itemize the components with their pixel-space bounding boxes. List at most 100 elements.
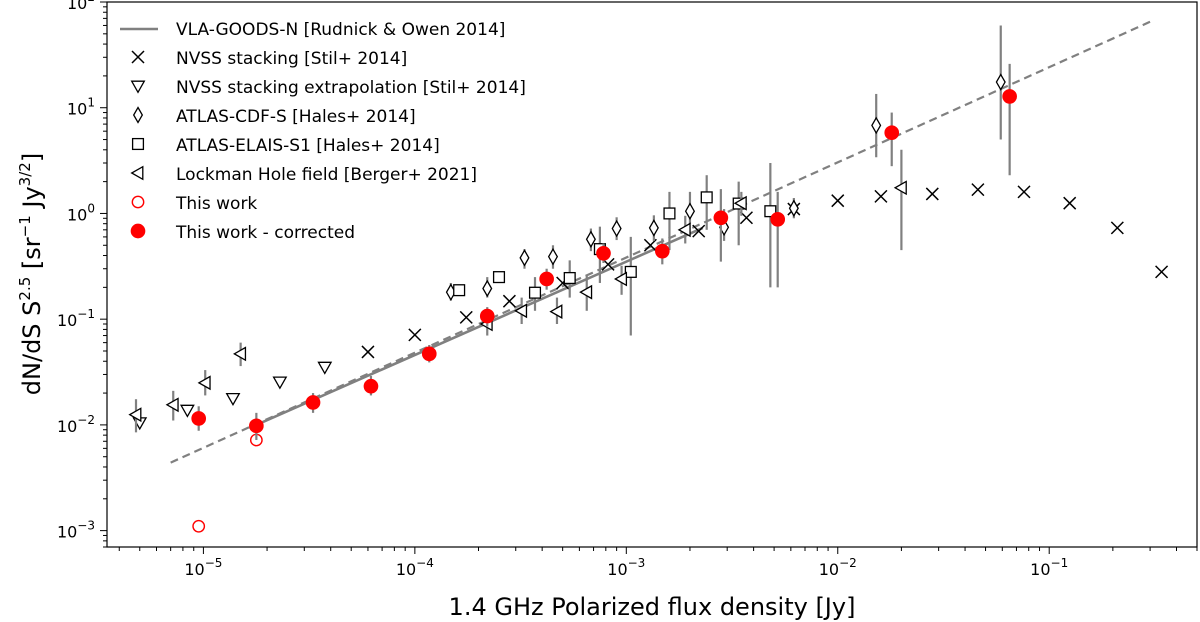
data-point	[874, 189, 888, 203]
data-point	[482, 279, 493, 298]
data-point	[305, 395, 321, 410]
data-point	[225, 392, 241, 407]
data-point	[363, 378, 379, 394]
data-point	[421, 346, 437, 362]
data-point	[1063, 196, 1077, 210]
legend-marker	[131, 50, 145, 64]
legend-label: ATLAS-ELAIS-S1 [Hales+ 2014]	[176, 136, 440, 156]
data-point	[733, 195, 747, 211]
data-point	[624, 265, 637, 278]
data-point	[492, 271, 506, 284]
plot-frame	[106, 1, 1198, 548]
series-line	[170, 20, 1151, 464]
legend-marker	[132, 106, 144, 124]
series-layer	[128, 20, 1169, 533]
data-point	[613, 271, 628, 287]
data-point	[539, 271, 554, 287]
data-point	[739, 211, 753, 225]
y-axis-label: dN/dS S2.5 [sr−1 Jy3/2]	[16, 153, 46, 395]
legend-marker	[131, 195, 145, 209]
y-tick-label: 100	[67, 201, 95, 224]
legend-marker	[130, 165, 144, 181]
data-point	[453, 284, 466, 297]
data-point	[563, 271, 576, 285]
data-point	[192, 519, 206, 533]
data-point	[547, 247, 559, 266]
series-triangle-down	[132, 361, 333, 431]
data-point	[788, 199, 799, 218]
data-point	[197, 375, 211, 391]
reference-solid-line	[256, 226, 704, 426]
data-point	[893, 180, 907, 196]
data-point	[1155, 265, 1169, 279]
legend-marker	[130, 80, 146, 94]
data-point	[408, 328, 422, 342]
data-point	[611, 219, 622, 238]
legend-label: This work - corrected	[175, 223, 355, 243]
data-point	[514, 303, 528, 319]
data-point	[684, 202, 696, 221]
data-point	[233, 346, 247, 362]
data-point	[502, 294, 516, 308]
data-point	[831, 194, 845, 208]
data-point	[317, 361, 333, 375]
data-point	[871, 116, 882, 135]
data-point	[1017, 185, 1031, 199]
x-tick-label: 10−5	[184, 556, 222, 579]
series-square	[453, 163, 777, 336]
data-point	[663, 207, 676, 220]
data-point	[995, 73, 1006, 91]
series-triangle-left	[128, 149, 907, 433]
reference-dashed-line	[170, 20, 1151, 464]
series-circle-filled	[191, 63, 1017, 440]
x-tick-label: 10−3	[607, 556, 645, 579]
legend-label: NVSS stacking extrapolation [Stil+ 2014]	[176, 78, 526, 98]
data-point	[971, 183, 985, 197]
data-point	[479, 308, 495, 324]
x-axis-label: 1.4 GHz Polarized flux density [Jy]	[449, 593, 856, 621]
data-point	[648, 219, 659, 237]
data-point	[692, 224, 706, 238]
data-point	[549, 304, 563, 319]
x-tick-label: 10−4	[396, 556, 434, 579]
y-tick-label: 101	[67, 96, 95, 119]
data-point	[249, 418, 264, 434]
legend-label: ATLAS-CDF-S [Hales+ 2014]	[176, 107, 416, 127]
data-point	[764, 205, 777, 218]
legend-marker	[131, 137, 145, 151]
data-point	[519, 249, 530, 267]
data-point	[884, 125, 900, 141]
series-x	[361, 183, 1169, 359]
y-tick-label: 10−1	[57, 307, 95, 330]
data-point	[643, 238, 657, 252]
series-diamond	[445, 25, 1006, 301]
y-tick-label: 10−3	[57, 519, 95, 542]
data-point	[585, 230, 596, 249]
data-point	[770, 211, 786, 227]
data-point	[272, 376, 288, 390]
data-point	[459, 310, 473, 324]
legend-marker	[130, 223, 146, 239]
data-point	[191, 411, 207, 426]
legend-label: Lockman Hole field [Berger+ 2021]	[176, 165, 477, 185]
x-tick-label: 10−1	[1030, 556, 1068, 579]
y-tick-label: 102	[67, 0, 95, 13]
data-point	[361, 345, 375, 359]
data-point	[165, 397, 179, 413]
series-circle-open	[192, 433, 263, 533]
data-point	[1110, 221, 1124, 235]
ticks-layer: 10−5 10−4 10−3 10−2 10−1 10−3 10−2 10−1 100 101 10…	[57, 0, 1198, 579]
data-point	[654, 243, 670, 259]
data-point	[1002, 89, 1017, 104]
data-point	[925, 187, 939, 201]
legend-label: NVSS stacking [Stil+ 2014]	[176, 49, 407, 69]
data-point	[713, 210, 729, 226]
data-point	[179, 404, 195, 418]
data-point	[579, 284, 593, 300]
y-tick-label: 10−2	[57, 413, 95, 436]
data-point	[677, 222, 691, 238]
legend-label: VLA-GOODS-N [Rudnick & Owen 2014]	[176, 20, 505, 40]
data-point	[596, 245, 611, 261]
x-tick-label: 10−2	[819, 556, 857, 579]
